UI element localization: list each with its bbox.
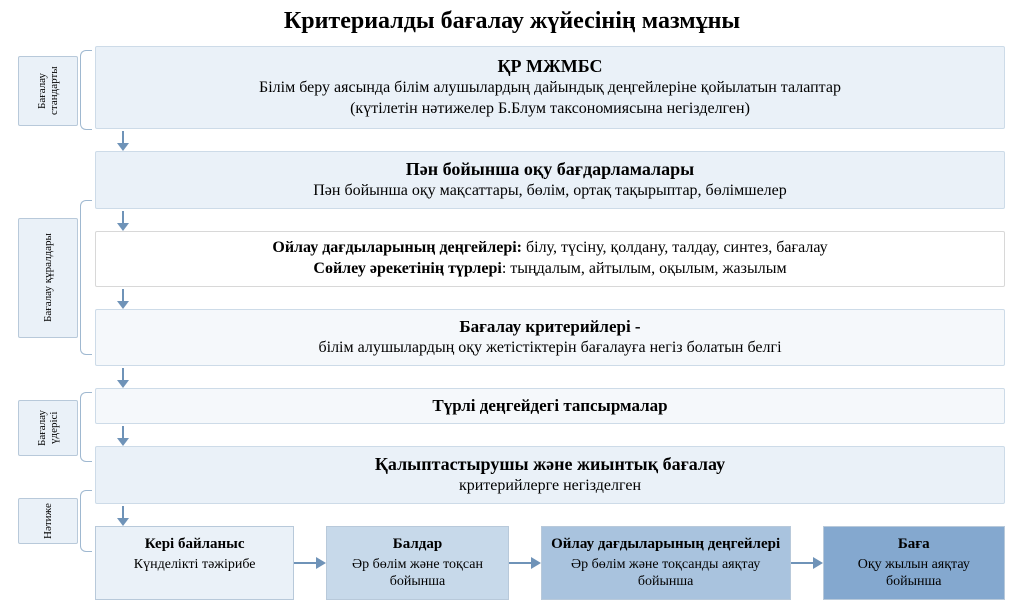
main-flow: ҚР МЖМБС Білім беру аясында білім алушыл… [95,46,1005,600]
block-assessment-line: критерийлерге негізделген [110,476,990,497]
block-tasks: Түрлі деңгейдегі тапсырмалар [95,388,1005,424]
block-criteria: Бағалау критерийлері - білім алушылардың… [95,309,1005,366]
results-row: Кері байланыс Күнделікті тәжірибе Балдар… [95,526,1005,600]
block-standard-line1: Білім беру аясында білім алушылардың дай… [110,78,990,99]
block-criteria-title: Бағалау критерийлері - [110,316,990,338]
arrow-right-1 [294,526,326,600]
block-skills: Ойлау дағдыларының деңгейлері: білу, түс… [95,231,1005,287]
skills-bold-1: Ойлау дағдыларының деңгейлері: [272,239,522,256]
skills-bold-2: Сөйлеу әрекетінің түрлері [313,260,501,277]
arrow-down-1 [95,131,1005,151]
skills-rest-2: : тыңдалым, айтылым, оқылым, жазылым [502,260,787,277]
result-levels-line: Әр бөлім және тоқсанды аяқтау бойынша [548,556,784,591]
sidebar-label-standards: Бағалау стандарты [18,56,78,126]
result-grade-line: Оқу жылын аяқтау бойынша [830,556,998,591]
result-grade-title: Баға [830,535,998,554]
result-feedback-line: Күнделікті тәжірибе [102,556,287,574]
skills-rest-1: білу, түсіну, қолдану, талдау, синтез, б… [522,239,828,256]
block-skills-line1: Ойлау дағдыларының деңгейлері: білу, түс… [110,238,990,259]
arrow-down-4 [95,368,1005,388]
block-skills-line2: Сөйлеу әрекетінің түрлері: тыңдалым, айт… [110,259,990,280]
result-levels-title: Ойлау дағдыларының деңгейлері [548,535,784,554]
page-title: Критериалды бағалау жүйесінің мазмұны [0,0,1024,41]
block-standard: ҚР МЖМБС Білім беру аясында білім алушыл… [95,46,1005,129]
arrow-right-3 [791,526,823,600]
result-feedback-title: Кері байланыс [102,535,287,554]
result-grade: Баға Оқу жылын аяқтау бойынша [823,526,1005,600]
bracket-1 [80,50,92,130]
result-levels: Ойлау дағдыларының деңгейлері Әр бөлім ж… [541,526,791,600]
bracket-4 [80,490,92,552]
block-standard-title: ҚР МЖМБС [110,55,990,78]
arrow-down-6 [95,506,1005,526]
result-scores: Балдар Әр бөлім және тоқсан бойынша [326,526,508,600]
arrow-down-2 [95,211,1005,231]
block-programs-title: Пән бойынша оқу бағдарламалары [110,158,990,181]
bracket-2 [80,200,92,355]
sidebar-label-result: Нәтиже [18,498,78,544]
arrow-down-5 [95,426,1005,446]
block-criteria-line: білім алушылардың оқу жетістіктерін баға… [110,338,990,359]
block-programs-line: Пән бойынша оқу мақсаттары, бөлім, ортақ… [110,181,990,202]
block-programs: Пән бойынша оқу бағдарламалары Пән бойын… [95,151,1005,209]
result-feedback: Кері байланыс Күнделікті тәжірибе [95,526,294,600]
bracket-3 [80,392,92,462]
block-tasks-title: Түрлі деңгейдегі тапсырмалар [110,395,990,417]
result-scores-line: Әр бөлім және тоқсан бойынша [333,556,501,591]
arrow-right-2 [509,526,541,600]
block-standard-line2: (күтілетін нәтижелер Б.Блум таксономиясы… [110,99,990,120]
block-assessment-title: Қалыптастырушы және жиынтық бағалау [110,453,990,476]
sidebar-label-tools: Бағалау құралдары [18,218,78,338]
arrow-down-3 [95,289,1005,309]
block-assessment: Қалыптастырушы және жиынтық бағалау крит… [95,446,1005,504]
sidebar-label-process: Бағалау үдерісі [18,400,78,456]
result-scores-title: Балдар [333,535,501,554]
